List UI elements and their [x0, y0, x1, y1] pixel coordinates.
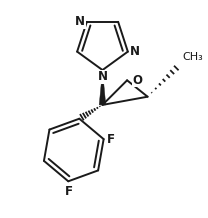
Text: N: N	[129, 45, 140, 58]
Polygon shape	[99, 70, 106, 105]
Text: F: F	[107, 133, 115, 146]
Text: N: N	[75, 15, 85, 28]
Text: N: N	[98, 70, 108, 83]
Text: F: F	[65, 185, 73, 198]
Text: O: O	[132, 74, 142, 87]
Text: CH₃: CH₃	[182, 52, 203, 62]
